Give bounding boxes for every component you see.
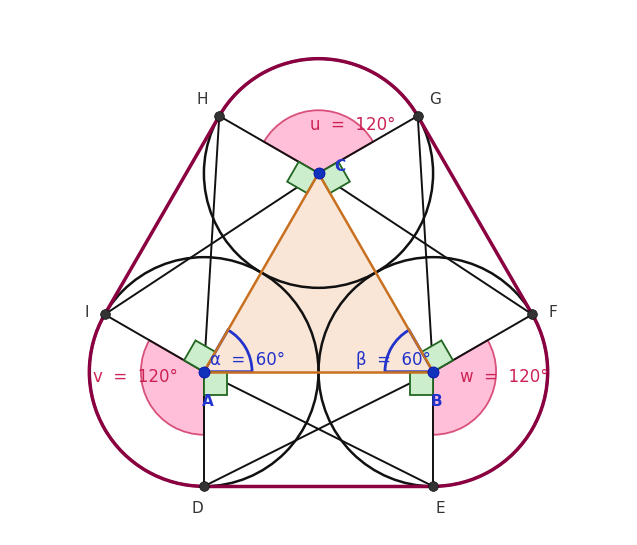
Polygon shape xyxy=(410,372,433,395)
Polygon shape xyxy=(204,173,433,372)
Text: C: C xyxy=(334,159,346,174)
Wedge shape xyxy=(141,340,204,435)
Wedge shape xyxy=(433,340,496,435)
Text: A: A xyxy=(201,393,213,409)
Text: α  =  60°: α = 60° xyxy=(210,352,285,370)
Text: v  =  120°: v = 120° xyxy=(93,368,178,386)
Text: F: F xyxy=(548,305,557,320)
Polygon shape xyxy=(204,372,227,395)
Text: u  =  120°: u = 120° xyxy=(310,116,396,134)
Text: H: H xyxy=(196,92,208,107)
Text: w  =  120°: w = 120° xyxy=(460,368,548,386)
Polygon shape xyxy=(422,341,453,372)
Text: D: D xyxy=(191,501,203,516)
Text: E: E xyxy=(435,501,445,516)
Text: β  =  60°: β = 60° xyxy=(355,352,431,370)
Wedge shape xyxy=(264,110,373,173)
Text: B: B xyxy=(431,393,442,409)
Text: G: G xyxy=(429,92,441,107)
Polygon shape xyxy=(184,341,215,372)
Polygon shape xyxy=(318,162,350,193)
Text: I: I xyxy=(84,305,89,320)
Polygon shape xyxy=(287,162,318,193)
